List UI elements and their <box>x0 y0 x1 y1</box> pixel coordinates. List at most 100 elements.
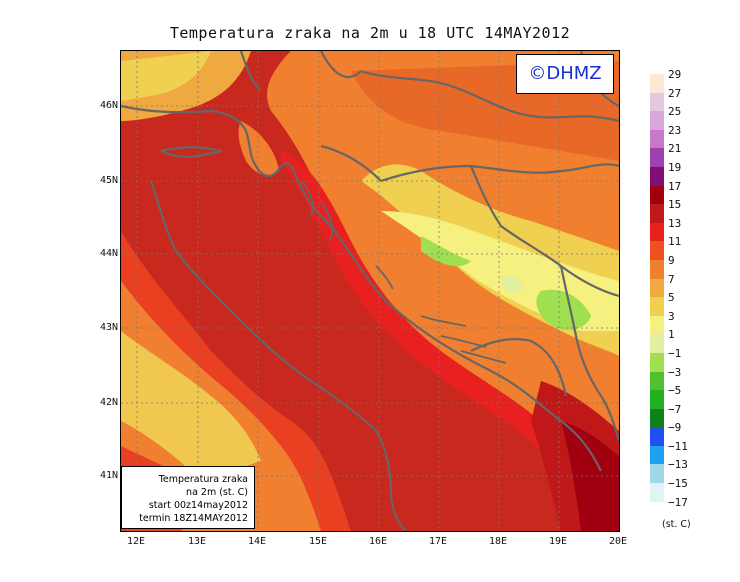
legend-row: 9 <box>650 254 740 279</box>
legend-label: 29 <box>668 68 682 81</box>
legend-row: 19 <box>650 161 740 186</box>
lat-label-45n: 45N <box>99 175 118 186</box>
legend-swatch <box>650 334 664 353</box>
legend-row: −9 <box>650 421 740 446</box>
map-title: Temperatura zraka na 2m u 18 UTC 14MAY20… <box>169 24 571 42</box>
cold-spot-2 <box>536 289 591 331</box>
legend-swatch <box>650 259 664 279</box>
legend-row: −7 <box>650 403 740 428</box>
legend-swatch <box>650 371 664 391</box>
lon-label-12e: 12E <box>126 536 146 547</box>
legend-row: 23 <box>650 124 740 149</box>
lat-label-41n: 41N <box>99 470 118 481</box>
alps-yellow <box>121 51 211 101</box>
legend-swatch <box>650 185 664 205</box>
legend-swatch <box>650 315 664 335</box>
legend-row: −11 <box>650 440 740 465</box>
legend-swatch <box>650 241 664 260</box>
legend-label: −15 <box>668 477 688 491</box>
legend-swatch <box>650 204 664 223</box>
legend-row: 3 <box>650 310 740 335</box>
legend-row: 7 <box>650 273 740 298</box>
info-box: Temperatura zraka na 2m (st. C) start 00… <box>121 466 255 529</box>
lon-label-20e: 20E <box>608 536 628 547</box>
dhmz-logo: ©DHMZ <box>516 54 614 94</box>
legend-row: 13 <box>650 217 740 242</box>
lon-label-13e: 13E <box>187 536 207 547</box>
info-line-4: termin 18Z14MAY2012 <box>139 513 248 524</box>
legend-label: 9 <box>668 253 675 267</box>
legend-row: −17 <box>650 496 740 521</box>
legend-label: 17 <box>668 179 682 193</box>
legend-swatch <box>650 352 664 372</box>
legend-label: −13 <box>668 458 688 472</box>
legend-swatch <box>650 129 664 149</box>
legend-row: 5 <box>650 291 740 316</box>
temperature-map <box>120 50 620 532</box>
legend-label: −9 <box>668 421 682 435</box>
albania-dark-red <box>561 421 619 531</box>
legend-swatch <box>650 445 664 465</box>
legend-label: −3 <box>668 365 682 379</box>
legend-swatch <box>650 222 664 242</box>
lat-label-42n: 42N <box>99 397 118 408</box>
map-canvas <box>121 51 619 531</box>
legend-swatch <box>650 297 664 316</box>
legend-row: 29 <box>650 68 740 93</box>
lon-label-19e: 19E <box>548 536 568 547</box>
cold-spot-1 <box>421 236 471 267</box>
legend-label: 1 <box>668 328 675 342</box>
legend-swatch <box>650 111 664 130</box>
color-legend: 29 27 25 23 21 19 17 15 13 11 9 7 5 3 1 −1 −3 −5 −7 −9 −11 −1… <box>650 68 740 521</box>
legend-row: 1 <box>650 328 740 353</box>
legend-label: −11 <box>668 439 688 453</box>
legend-row: −13 <box>650 458 740 484</box>
legend-label: −17 <box>668 495 688 509</box>
legend-label: 5 <box>668 291 675 305</box>
legend-unit: (st. C) <box>662 519 691 530</box>
legend-swatch <box>650 408 664 428</box>
legend-swatch <box>650 278 664 298</box>
info-line-2: na 2m (st. C) <box>186 487 248 498</box>
lon-label-18e: 18E <box>488 536 508 547</box>
legend-label: 13 <box>668 216 682 230</box>
legend-swatch <box>650 74 664 93</box>
dalmatia-coast-red <box>281 151 551 451</box>
legend-swatch <box>650 390 664 409</box>
legend-swatch <box>650 92 664 112</box>
lon-label-14e: 14E <box>247 536 267 547</box>
coastlines-borders <box>121 51 619 531</box>
legend-label: −1 <box>668 346 682 360</box>
map-gridlines <box>121 51 619 531</box>
legend-row: 17 <box>650 180 740 205</box>
info-line-1: Temperatura zraka <box>158 474 248 485</box>
legend-label: 3 <box>668 309 675 323</box>
legend-row: −1 <box>650 347 740 372</box>
legend-row: −3 <box>650 366 740 391</box>
legend-row: −15 <box>650 477 740 502</box>
legend-swatch <box>650 148 664 167</box>
legend-row: 11 <box>650 235 740 260</box>
balkans-land-orange <box>267 51 619 531</box>
legend-swatch <box>650 427 664 446</box>
legend-label: 19 <box>668 160 682 174</box>
lon-label-15e: 15E <box>308 536 328 547</box>
legend-swatch <box>650 483 664 502</box>
lat-label-46n: 46N <box>99 100 118 111</box>
legend-label: 21 <box>668 142 682 156</box>
lat-label-43n: 43N <box>99 322 118 333</box>
legend-row: 27 <box>650 87 740 112</box>
lon-label-17e: 17E <box>428 536 448 547</box>
cold-spot-3 <box>500 275 523 293</box>
istria-land <box>238 121 279 177</box>
legend-label: −7 <box>668 402 682 416</box>
legend-label: 25 <box>668 105 682 119</box>
legend-swatch <box>650 464 664 484</box>
italy-land-yellow <box>121 331 261 481</box>
legend-label: 27 <box>668 86 682 100</box>
legend-label: −5 <box>668 384 682 398</box>
lon-label-16e: 16E <box>368 536 388 547</box>
islands <box>300 180 507 364</box>
info-line-3: start 00z14may2012 <box>148 500 248 511</box>
legend-label: 15 <box>668 198 682 212</box>
